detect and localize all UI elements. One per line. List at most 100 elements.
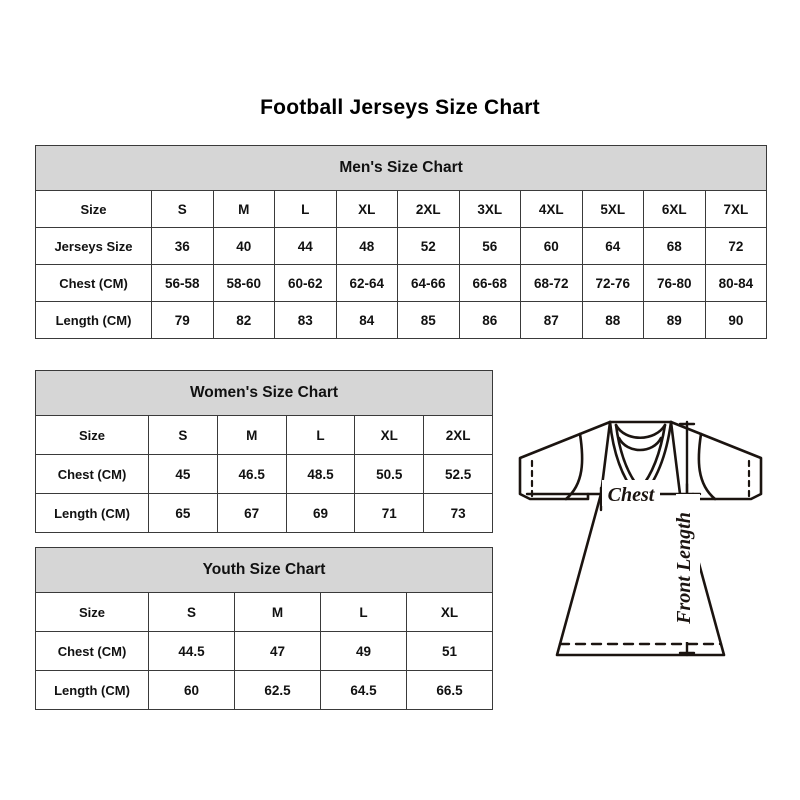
column-header-6xl: 6XL xyxy=(643,190,706,228)
column-header-xl: XL xyxy=(354,415,425,455)
table-cell: 72 xyxy=(704,227,768,265)
table-cell: 89 xyxy=(643,301,706,339)
table-cell: 49 xyxy=(320,631,407,671)
table-cell: 73 xyxy=(423,493,494,533)
table-row: Chest (CM) 44.5 47 49 51 xyxy=(35,631,494,671)
table-row: Chest (CM) 56-58 58-60 60-62 62-64 64-66… xyxy=(35,264,768,302)
table-cell: 64-66 xyxy=(397,264,460,302)
table-cell: 56 xyxy=(458,227,521,265)
table-cell: 56-58 xyxy=(151,264,214,302)
table-cell: 88 xyxy=(581,301,644,339)
column-header-xl: XL xyxy=(405,592,494,632)
column-header-3xl: 3XL xyxy=(458,190,521,228)
table-cell: 71 xyxy=(354,493,425,533)
table-cell: 66-68 xyxy=(458,264,521,302)
table-cell: 90 xyxy=(704,301,768,339)
front-length-measurement-label: Front Length xyxy=(673,512,695,625)
column-header-l: L xyxy=(274,190,337,228)
table-row: Length (CM) 65 67 69 71 73 xyxy=(35,493,494,533)
chest-label-mask xyxy=(602,480,660,506)
table-cell: 52 xyxy=(397,227,460,265)
row-header-chest: Chest (CM) xyxy=(35,454,149,494)
table-caption-row: Youth Size Chart xyxy=(34,547,494,593)
table-cell: 62.5 xyxy=(234,670,321,710)
table-row: Chest (CM) 45 46.5 48.5 50.5 52.5 xyxy=(35,454,494,494)
table-cell: 67 xyxy=(216,493,287,533)
jersey-measurement-diagram: Chest Front Length xyxy=(498,398,783,688)
chest-measurement-label: Chest xyxy=(608,484,656,506)
column-header-l: L xyxy=(285,415,356,455)
table-cell: 79 xyxy=(151,301,214,339)
column-header-size: Size xyxy=(35,190,152,228)
table-cell: 62-64 xyxy=(335,264,398,302)
left-armhole-seam xyxy=(564,432,584,501)
table-cell: 84 xyxy=(335,301,398,339)
table-cell: 87 xyxy=(520,301,583,339)
column-header-l: L xyxy=(320,592,407,632)
mens-size-chart-table: Men's Size Chart Size S M L XL 2XL 3XL 4… xyxy=(34,145,768,339)
table-cell: 48.5 xyxy=(285,454,356,494)
table-cell: 44 xyxy=(274,227,337,265)
left-sleeve-outline xyxy=(518,420,612,501)
table-cell: 40 xyxy=(212,227,275,265)
mens-table-caption: Men's Size Chart xyxy=(34,145,768,191)
table-cell: 52.5 xyxy=(423,454,494,494)
page-title: Football Jerseys Size Chart xyxy=(260,96,540,119)
table-cell: 60 xyxy=(148,670,235,710)
row-header-chest: Chest (CM) xyxy=(35,631,149,671)
row-header-length: Length (CM) xyxy=(35,301,152,339)
table-cell: 64 xyxy=(581,227,644,265)
table-caption-row: Women's Size Chart xyxy=(34,370,494,416)
column-header-m: M xyxy=(234,592,321,632)
row-header-chest: Chest (CM) xyxy=(35,264,152,302)
table-cell: 68 xyxy=(643,227,706,265)
collar-band-curve-upper xyxy=(614,423,667,439)
table-cell: 83 xyxy=(274,301,337,339)
table-cell: 85 xyxy=(397,301,460,339)
column-header-2xl: 2XL xyxy=(423,415,494,455)
column-header-s: S xyxy=(148,592,235,632)
table-cell: 64.5 xyxy=(320,670,407,710)
youth-table-caption: Youth Size Chart xyxy=(34,547,494,593)
table-cell: 44.5 xyxy=(148,631,235,671)
table-cell: 50.5 xyxy=(354,454,425,494)
column-header-4xl: 4XL xyxy=(520,190,583,228)
table-header-row: Size S M L XL 2XL xyxy=(35,415,494,455)
table-cell: 36 xyxy=(151,227,214,265)
table-cell: 66.5 xyxy=(405,670,494,710)
table-cell: 80-84 xyxy=(704,264,768,302)
womens-size-chart-table: Women's Size Chart Size S M L XL 2XL Che… xyxy=(34,370,494,533)
column-header-s: S xyxy=(151,190,214,228)
row-header-length: Length (CM) xyxy=(35,493,149,533)
table-cell: 47 xyxy=(234,631,321,671)
table-caption-row: Men's Size Chart xyxy=(34,145,768,191)
youth-size-chart-table: Youth Size Chart Size S M L XL Chest (CM… xyxy=(34,547,494,710)
column-header-2xl: 2XL xyxy=(397,190,460,228)
table-cell: 82 xyxy=(212,301,275,339)
table-row: Length (CM) 79 82 83 84 85 86 87 88 89 9… xyxy=(35,301,768,339)
collar-band-curve-lower xyxy=(617,436,663,452)
table-cell: 86 xyxy=(458,301,521,339)
right-armhole-seam xyxy=(697,432,717,501)
right-sleeve-outline xyxy=(669,420,763,501)
v-neck-inner-outline xyxy=(614,423,667,491)
column-header-xl: XL xyxy=(335,190,398,228)
column-header-size: Size xyxy=(35,592,149,632)
table-cell: 45 xyxy=(148,454,218,494)
table-cell: 69 xyxy=(285,493,356,533)
table-header-row: Size S M L XL xyxy=(35,592,494,632)
table-cell: 65 xyxy=(148,493,218,533)
column-header-7xl: 7XL xyxy=(704,190,768,228)
table-cell: 48 xyxy=(335,227,398,265)
womens-table-caption: Women's Size Chart xyxy=(34,370,494,416)
column-header-m: M xyxy=(212,190,275,228)
row-header-jerseys-size: Jerseys Size xyxy=(35,227,152,265)
row-header-length: Length (CM) xyxy=(35,670,149,710)
table-cell: 60-62 xyxy=(274,264,337,302)
table-row: Length (CM) 60 62.5 64.5 66.5 xyxy=(35,670,494,710)
column-header-s: S xyxy=(148,415,218,455)
table-cell: 58-60 xyxy=(212,264,275,302)
table-cell: 51 xyxy=(405,631,494,671)
column-header-size: Size xyxy=(35,415,149,455)
